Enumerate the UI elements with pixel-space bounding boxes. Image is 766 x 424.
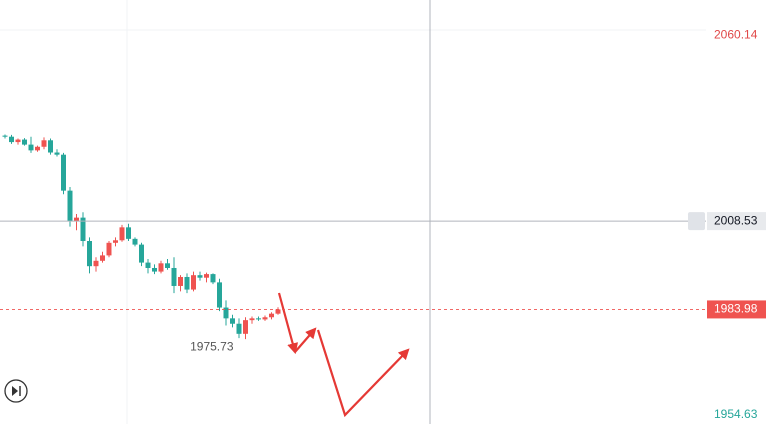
- candle-body: [197, 275, 203, 278]
- candle-body: [2, 135, 8, 137]
- candle-body: [152, 267, 157, 272]
- crosshair-label: 2008.53: [714, 213, 758, 227]
- candle-body: [113, 240, 118, 243]
- candle-body: [158, 263, 164, 272]
- alert-button[interactable]: [688, 212, 705, 231]
- candle-body: [165, 263, 170, 268]
- candle-body: [210, 274, 216, 283]
- candle-body: [184, 276, 190, 290]
- candle-body: [230, 318, 235, 324]
- candle-body: [269, 313, 274, 318]
- crosshair-label-box: [707, 212, 766, 231]
- candle-body: [223, 307, 229, 319]
- candle-body: [9, 136, 14, 143]
- candle-body: [15, 139, 21, 143]
- candle-body: [35, 146, 40, 151]
- candle-body: [61, 154, 66, 191]
- candle-body: [204, 274, 209, 278]
- candle-body: [67, 190, 73, 222]
- price-axis: [706, 0, 766, 424]
- candle-body: [41, 140, 47, 147]
- candle-body: [100, 255, 105, 261]
- candle-body: [256, 318, 261, 320]
- candle-body: [139, 244, 144, 263]
- candle-body: [191, 275, 196, 290]
- candle-body: [262, 317, 268, 320]
- y-tick-label: 2060.14: [714, 28, 758, 42]
- candle-body: [275, 309, 281, 314]
- current-price-box: [707, 300, 766, 319]
- candle-body: [54, 152, 60, 155]
- candle-body: [48, 140, 53, 153]
- low-label: 1975.73: [190, 339, 234, 353]
- candle-body: [132, 238, 138, 245]
- replay-button[interactable]: [4, 379, 28, 403]
- candle-body: [249, 318, 255, 321]
- candle-body: [217, 282, 222, 308]
- candle-body: [171, 267, 177, 286]
- candle-body: [28, 144, 34, 151]
- candle-body: [178, 276, 183, 286]
- candle-body: [126, 227, 131, 239]
- candle-body: [236, 323, 242, 334]
- candle-body: [87, 241, 92, 267]
- candle-body: [145, 262, 151, 268]
- candle-body: [106, 242, 112, 256]
- candle-body: [119, 227, 125, 241]
- candle-body: [22, 139, 27, 145]
- y-tick-label: 1954.63: [714, 407, 758, 421]
- annotation-arrows: [277, 292, 410, 418]
- candle-body: [93, 260, 99, 267]
- candle-body: [243, 320, 248, 334]
- candle-body: [80, 217, 86, 242]
- current-price-label: 1983.98: [714, 302, 758, 316]
- candle-body: [74, 217, 79, 222]
